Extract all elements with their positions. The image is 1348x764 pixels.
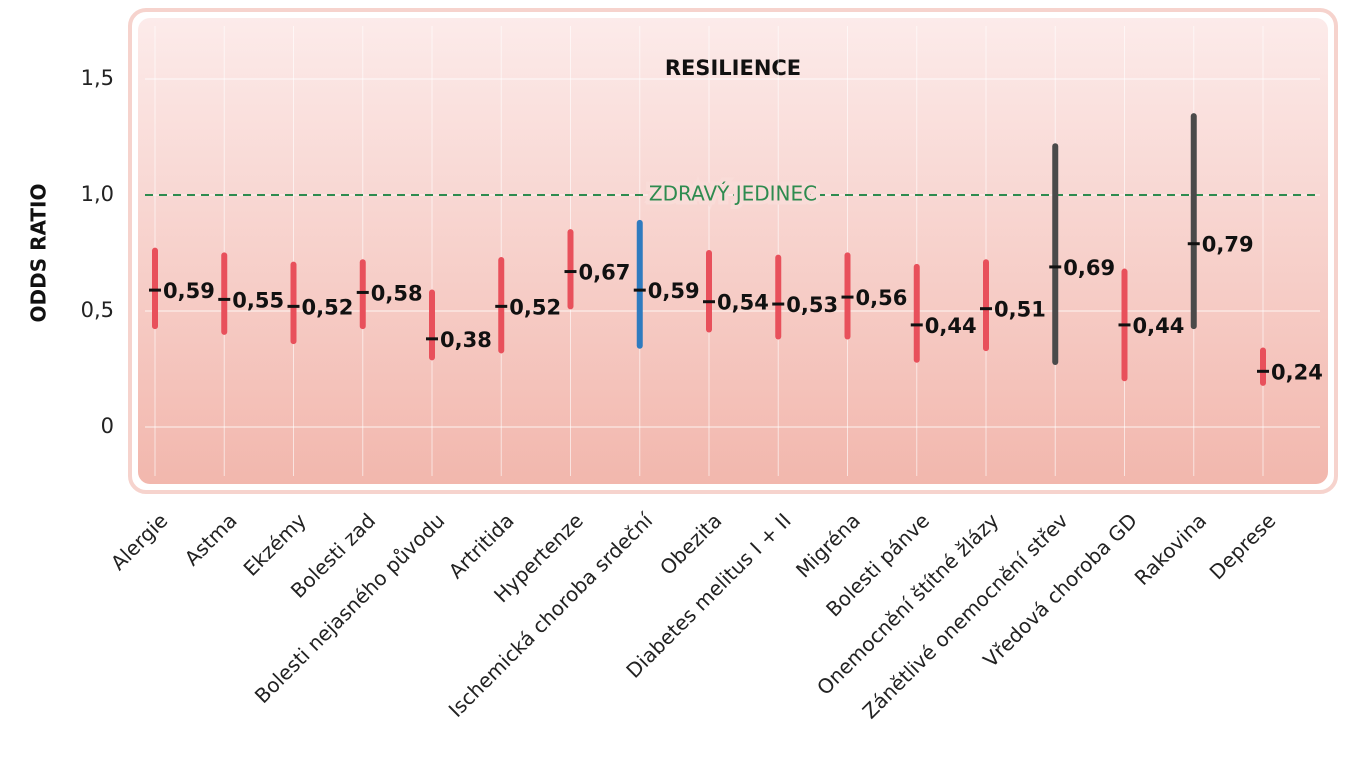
value-label: 0,44 [925,314,977,338]
reference-label: ZDRAVÝ JEDINEC [649,182,817,206]
value-label: 0,38 [440,328,492,352]
plot-area [138,18,1328,484]
y-tick-label: 1,5 [81,66,114,90]
value-label: 0,51 [994,298,1046,322]
value-label: 0,67 [579,261,631,285]
y-tick-label: 0,5 [81,298,114,322]
value-label: 0,79 [1202,233,1254,257]
x-tick-label: Rakovina [1130,508,1211,589]
value-label: 0,52 [302,295,354,319]
value-label: 0,53 [786,293,838,317]
x-tick-label: Ekzémy [239,508,311,580]
value-label: 0,58 [371,281,423,305]
value-label: 0,56 [856,286,908,310]
y-tick-label: 0 [101,414,114,438]
value-label: 0,54 [717,291,769,315]
value-label: 0,52 [509,295,561,319]
x-tick-label: Obezita [655,508,726,579]
value-label: 0,59 [648,279,700,303]
x-tick-label: Alergie [106,508,172,574]
value-label: 0,59 [163,279,215,303]
x-tick-label: Deprese [1205,508,1281,584]
value-label: 0,69 [1063,256,1115,280]
value-label: 0,44 [1133,314,1185,338]
y-tick-label: 1,0 [81,182,114,206]
x-tick-label: Astma [180,508,242,570]
value-label: 0,24 [1271,360,1323,384]
y-axis-label: ODDS RATIO [27,184,51,323]
value-label: 0,55 [232,288,284,312]
chart-title: RESILIENCE [665,56,801,80]
